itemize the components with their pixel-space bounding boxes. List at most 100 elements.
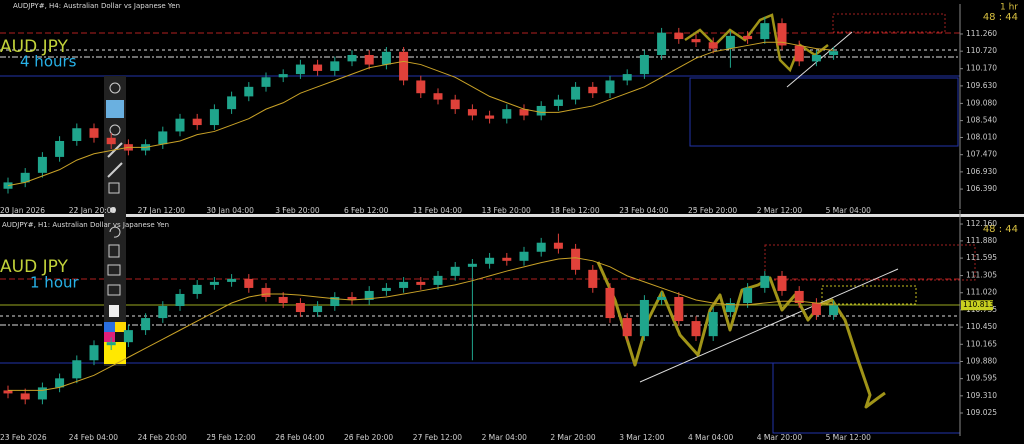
x-tick-label: 18 Feb 12:00 [550,206,599,215]
candle-body [777,23,787,46]
candle-body [743,287,753,303]
toolbar-icon[interactable] [108,244,120,258]
candle-body [811,54,821,62]
y-tick-label: 107.470 [966,150,997,159]
x-tick-label: 13 Feb 20:00 [482,206,531,215]
candle-body [777,275,787,291]
zone-box [689,77,959,147]
candle-body [519,251,529,261]
current-price: 110.813 [963,300,994,309]
x-tick-label: 11 Feb 04:00 [413,206,462,215]
candle-body [485,257,495,264]
candle-body [20,393,30,400]
candle-body [657,296,667,300]
x-tick-label: 5 Mar 04:00 [826,206,872,215]
toolbar-icon[interactable] [107,264,121,276]
toolbar-icon[interactable] [115,322,126,332]
candle-body [416,80,426,94]
candle-body [829,51,839,55]
x-tick-label: 27 Jan 12:00 [138,206,186,215]
candle-body [433,275,443,285]
candle-body [313,64,323,71]
y-tick-label: 109.025 [966,408,997,417]
y-tick-label: 109.310 [966,391,997,400]
toolbar-icon[interactable] [109,82,121,94]
y-tick-label: 111.260 [966,29,997,38]
candle-body [691,39,701,43]
candle-body [467,263,477,267]
moving-average [8,257,834,391]
y-tick-label: 109.880 [966,356,997,365]
toolbar-icon[interactable] [109,226,121,238]
candle-body [639,299,649,337]
candle-body [829,305,839,316]
x-tick-label: 30 Jan 04:00 [206,206,254,215]
toolbar-icon[interactable] [115,332,126,342]
candle-body [55,378,65,388]
y-tick-label: 111.305 [966,271,997,280]
candle-body [37,387,47,400]
candle-body [381,287,391,291]
candle-body [89,128,99,138]
candle-body [141,318,151,331]
chart-title: AUDJPY#, H1: Australian Dollar vs Japane… [2,221,169,229]
toolbar-icon[interactable] [107,284,121,296]
moving-average [7,41,834,187]
x-tick-label: 4 Mar 20:00 [757,433,803,442]
y-tick-label: 112.160 [966,219,997,228]
x-tick-label: 6 Feb 12:00 [344,206,389,215]
candle-body [330,61,340,71]
price-tag-bg [961,300,993,311]
toolbar-icon[interactable] [104,322,115,332]
toolbar-icon[interactable] [106,100,124,118]
y-tick-label: 110.450 [966,322,997,331]
candle-body [227,96,237,110]
toolbar-icon[interactable] [104,332,115,342]
candle-body [55,140,65,157]
x-tick-label: 3 Mar 12:00 [619,433,665,442]
candle-body [106,137,116,145]
y-tick-label: 108.010 [966,132,997,141]
candle-body [811,302,821,316]
candle-body [416,281,426,285]
candle-body [674,32,684,40]
candle-body [588,269,598,288]
toolbar-icon[interactable] [107,162,123,178]
x-tick-label: 27 Feb 12:00 [413,433,462,442]
candle-body [760,23,770,40]
candle-body [708,312,718,337]
candle-body [657,32,667,55]
toolbar-icon[interactable] [109,305,119,317]
candle-body [227,278,237,282]
panel-separator [0,214,1024,217]
toolbar-icon[interactable] [109,124,121,136]
x-tick-label: 2 Mar 04:00 [482,433,528,442]
candle-body [725,35,735,49]
toolbar-icon[interactable] [110,207,116,213]
x-tick-label: 4 Mar 04:00 [688,433,734,442]
candle-body [295,302,305,313]
chart-title: AUDJPY#, H4: Australian Dollar vs Japane… [13,2,180,10]
annotation: AUD JPY [0,37,68,57]
candle-body [760,275,770,288]
candle-body [399,51,409,81]
candle-body [519,109,529,116]
y-tick-label: 111.020 [966,288,997,297]
y-tick-label: 109.595 [966,374,997,383]
toolbar-icon[interactable] [108,182,120,194]
candle-body [622,318,632,337]
candle-body [639,54,649,75]
candle-body [743,35,753,40]
y-tick-label: 106.930 [966,167,997,176]
candle-body [278,74,288,78]
x-tick-label: 2 Mar 20:00 [550,433,596,442]
x-tick-label: 2 Mar 12:00 [757,206,803,215]
candle-body [175,118,185,132]
candle-body [72,128,82,141]
y-tick-label: 109.080 [966,98,997,107]
y-tick-label: 110.165 [966,339,997,348]
toolbar-icon[interactable] [104,342,126,364]
candle-body [37,156,47,173]
